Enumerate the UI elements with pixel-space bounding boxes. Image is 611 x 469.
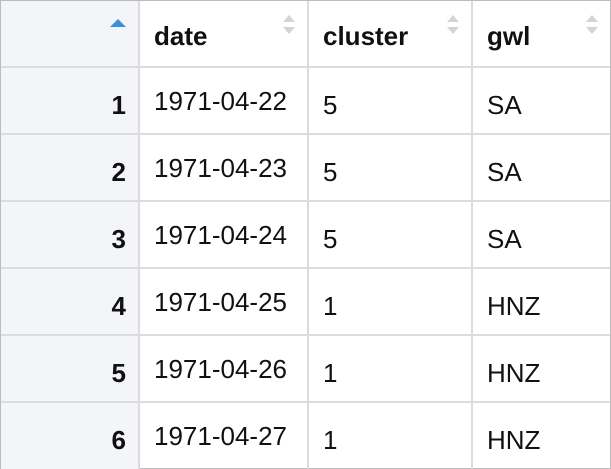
date-cell: 1971-04-27 (138, 401, 309, 469)
row-index: 4 (111, 291, 126, 321)
row-index: 3 (111, 224, 126, 254)
gwl-value: SA (487, 224, 522, 254)
table-row: 5 1971-04-26 1 HNZ (1, 334, 610, 403)
row-index-cell: 1 (1, 66, 140, 135)
column-header-label: date (154, 21, 208, 51)
gwl-value: HNZ (487, 358, 541, 388)
gwl-value: HNZ (487, 425, 541, 455)
cluster-value: 1 (323, 358, 338, 388)
sort-toggle-icon[interactable] (586, 15, 598, 37)
cluster-cell: 5 (307, 200, 473, 269)
cluster-value: 5 (323, 224, 338, 254)
cluster-cell: 1 (307, 401, 473, 469)
date-value: 1971-04-27 (154, 421, 287, 451)
sort-toggle-icon[interactable] (283, 15, 295, 37)
row-index: 5 (111, 358, 126, 388)
column-header-gwl[interactable]: gwl (471, 1, 610, 68)
row-index: 1 (111, 90, 126, 120)
table-row: 2 1971-04-23 5 SA (1, 133, 610, 202)
header-row: date cluster gwl (1, 1, 610, 68)
table-row: 4 1971-04-25 1 HNZ (1, 267, 610, 336)
date-value: 1971-04-22 (154, 86, 287, 116)
row-index-cell: 6 (1, 401, 140, 469)
table-row: 6 1971-04-27 1 HNZ (1, 401, 610, 469)
sort-ascending-icon (110, 19, 126, 27)
gwl-cell: HNZ (471, 334, 610, 403)
cluster-cell: 1 (307, 267, 473, 336)
gwl-value: SA (487, 90, 522, 120)
date-value: 1971-04-26 (154, 354, 287, 384)
date-value: 1971-04-24 (154, 220, 287, 250)
cluster-cell: 5 (307, 66, 473, 135)
column-header-label: gwl (487, 21, 531, 51)
gwl-cell: HNZ (471, 267, 610, 336)
date-cell: 1971-04-25 (138, 267, 309, 336)
row-index: 2 (111, 157, 126, 187)
date-cell: 1971-04-26 (138, 334, 309, 403)
cluster-value: 5 (323, 157, 338, 187)
table-row: 3 1971-04-24 5 SA (1, 200, 610, 269)
date-value: 1971-04-25 (154, 287, 287, 317)
row-index-cell: 5 (1, 334, 140, 403)
gwl-cell: HNZ (471, 401, 610, 469)
cluster-value: 5 (323, 90, 338, 120)
date-cell: 1971-04-22 (138, 66, 309, 135)
cluster-cell: 1 (307, 334, 473, 403)
gwl-value: SA (487, 157, 522, 187)
index-column-header[interactable] (1, 1, 140, 68)
date-cell: 1971-04-23 (138, 133, 309, 202)
gwl-cell: SA (471, 133, 610, 202)
sort-toggle-icon[interactable] (447, 15, 459, 37)
row-index-cell: 3 (1, 200, 140, 269)
row-index-cell: 4 (1, 267, 140, 336)
cluster-cell: 5 (307, 133, 473, 202)
row-index: 6 (111, 425, 126, 455)
table-row: 1 1971-04-22 5 SA (1, 66, 610, 135)
column-header-label: cluster (323, 21, 409, 51)
date-cell: 1971-04-24 (138, 200, 309, 269)
column-header-date[interactable]: date (138, 1, 309, 68)
cluster-value: 1 (323, 425, 338, 455)
cluster-value: 1 (323, 291, 338, 321)
date-value: 1971-04-23 (154, 153, 287, 183)
gwl-value: HNZ (487, 291, 541, 321)
row-index-cell: 2 (1, 133, 140, 202)
gwl-cell: SA (471, 200, 610, 269)
column-header-cluster[interactable]: cluster (307, 1, 473, 68)
gwl-cell: SA (471, 66, 610, 135)
